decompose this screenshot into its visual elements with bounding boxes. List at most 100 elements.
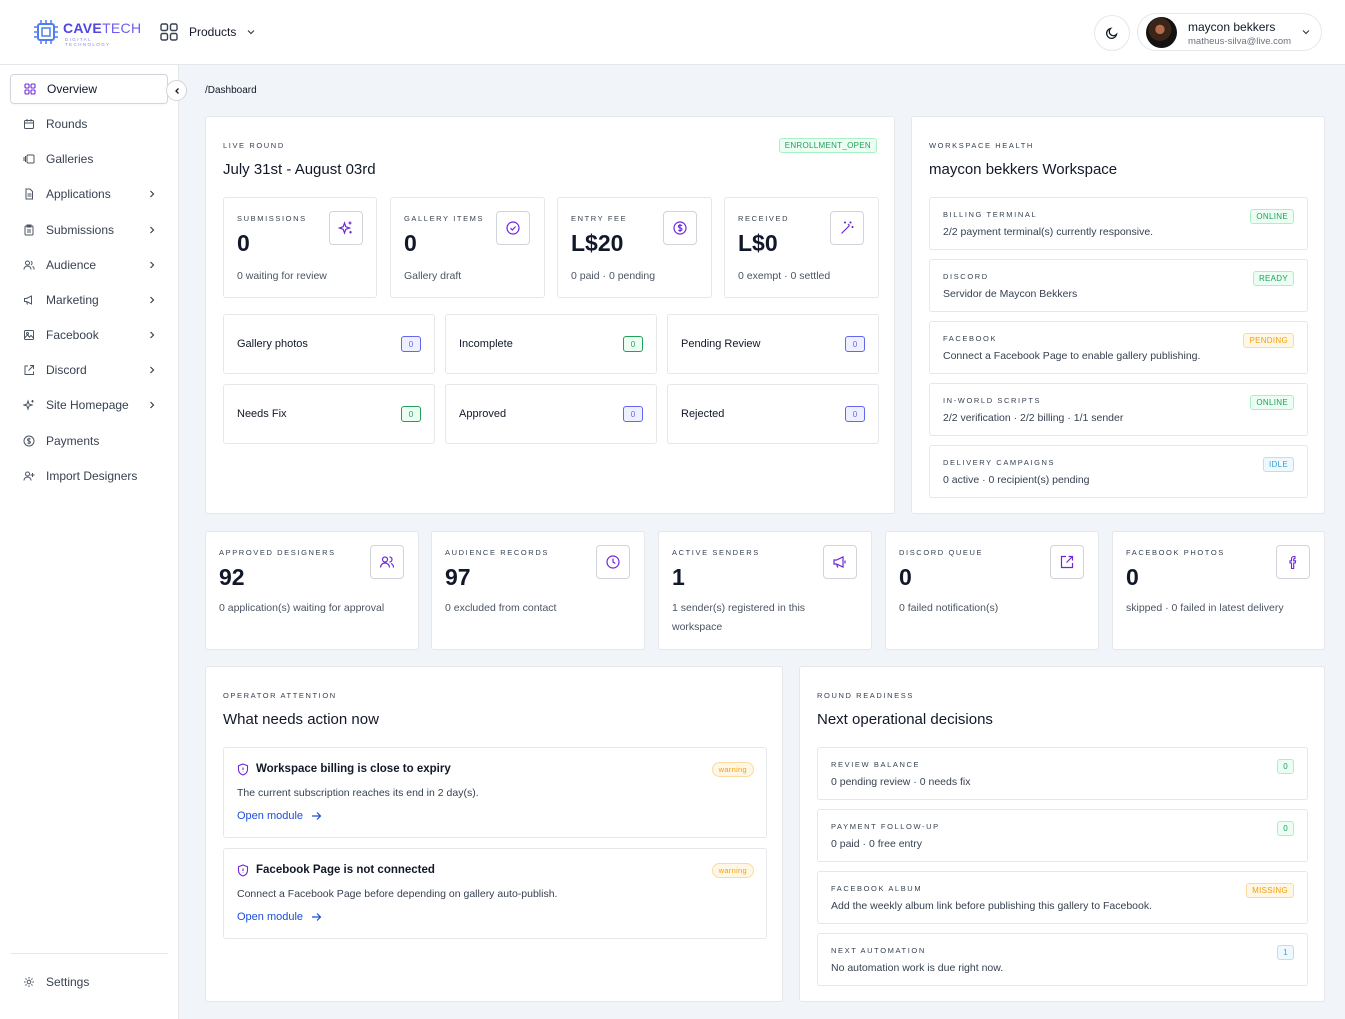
sidebar-item-overview[interactable]: Overview xyxy=(10,74,168,104)
sidebar-item-settings[interactable]: Settings xyxy=(10,967,168,997)
alert-desc: Connect a Facebook Page before depending… xyxy=(237,888,558,900)
pill-label: Approved xyxy=(459,408,507,420)
gallery-icon xyxy=(22,152,36,166)
logo-name: CAVE xyxy=(63,20,103,36)
approved-pill[interactable]: Approved 0 xyxy=(445,384,657,444)
sidebar-item-label: Submissions xyxy=(46,223,115,237)
pending-review-pill[interactable]: Pending Review 0 xyxy=(667,314,879,374)
metric-value: 0 xyxy=(1126,564,1139,590)
row-desc: 2/2 payment terminal(s) currently respon… xyxy=(943,226,1154,238)
stat-value: L$20 xyxy=(571,230,624,256)
row-label: FACEBOOK ALBUM xyxy=(831,884,923,893)
rejected-pill[interactable]: Rejected 0 xyxy=(667,384,879,444)
file-icon xyxy=(22,187,36,201)
metric-subtext: 0 application(s) waiting for approval xyxy=(219,602,385,614)
arrow-right-icon xyxy=(312,913,322,921)
row-label: DELIVERY CAMPAIGNS xyxy=(943,458,1056,467)
row-label: IN-WORLD SCRIPTS xyxy=(943,396,1042,405)
share-icon xyxy=(22,363,36,377)
collapse-sidebar-button[interactable] xyxy=(166,80,187,101)
user-plus-icon xyxy=(22,469,36,483)
sidebar-item-applications[interactable]: Applications xyxy=(10,179,168,209)
workspace-health-eyebrow: WORKSPACE HEALTH xyxy=(929,141,1034,150)
row-desc: No automation work is due right now. xyxy=(831,962,1004,974)
sidebar-item-audience[interactable]: Audience xyxy=(10,250,168,280)
count-badge: 0 xyxy=(1277,821,1294,836)
pill-label: Gallery photos xyxy=(237,338,308,350)
sidebar-item-marketing[interactable]: Marketing xyxy=(10,285,168,315)
check-circle-icon xyxy=(496,211,530,245)
metric-subtext: 0 failed notification(s) xyxy=(899,602,999,614)
open-module-link[interactable]: Open module xyxy=(237,911,322,923)
sidebar-item-label: Applications xyxy=(46,187,111,201)
theme-toggle-button[interactable] xyxy=(1094,15,1130,51)
metric-value: 0 xyxy=(899,564,912,590)
alert-title: Workspace billing is close to expiry xyxy=(256,763,451,775)
warning-badge: warning xyxy=(711,863,754,878)
arrow-right-icon xyxy=(312,812,322,820)
billing-expiry-alert: Workspace billing is close to expiry war… xyxy=(223,747,767,838)
needs-fix-pill[interactable]: Needs Fix 0 xyxy=(223,384,435,444)
apps-grid-icon xyxy=(160,23,178,41)
count-badge: 0 xyxy=(1277,759,1294,774)
logo-name-2: TECH xyxy=(102,20,142,36)
row-desc: Add the weekly album link before publish… xyxy=(831,900,1153,912)
chevron-left-icon xyxy=(174,87,179,94)
sidebar-item-discord[interactable]: Discord xyxy=(10,355,168,385)
stat-value: 0 xyxy=(404,230,417,256)
incomplete-pill[interactable]: Incomplete 0 xyxy=(445,314,657,374)
open-module-link[interactable]: Open module xyxy=(237,810,322,822)
sidebar-item-site-homepage[interactable]: Site Homepage xyxy=(10,390,168,420)
workspace-health-title: maycon bekkers Workspace xyxy=(929,161,1118,178)
dollar-icon xyxy=(22,434,36,448)
sidebar-item-submissions[interactable]: Submissions xyxy=(10,215,168,245)
logo-tagline: DIGITAL TECHNOLOGY xyxy=(65,37,111,47)
sidebar-item-rounds[interactable]: Rounds xyxy=(10,109,168,139)
operator-attention-card: OPERATOR ATTENTION What needs action now… xyxy=(205,666,783,1002)
pill-label: Pending Review xyxy=(681,338,761,350)
payment-follow-up-row: PAYMENT FOLLOW-UP 0 paid · 0 free entry … xyxy=(817,809,1308,862)
sparkles-icon xyxy=(329,211,363,245)
sidebar-item-import-designers[interactable]: Import Designers xyxy=(10,461,168,491)
discord-queue-card: DISCORD QUEUE 0 0 failed notification(s) xyxy=(885,531,1099,650)
metric-label: DISCORD QUEUE xyxy=(899,548,984,557)
share-icon xyxy=(1050,545,1084,579)
count-badge: 0 xyxy=(623,336,643,352)
sidebar-item-label: Rounds xyxy=(46,117,88,131)
users-icon xyxy=(370,545,404,579)
chevron-right-icon xyxy=(150,261,155,269)
calendar-icon xyxy=(22,117,36,131)
warning-badge: warning xyxy=(711,762,754,777)
pill-label: Rejected xyxy=(681,408,725,420)
sidebar-item-facebook[interactable]: Facebook xyxy=(10,320,168,350)
stat-subtext: Gallery draft xyxy=(404,270,462,282)
user-menu[interactable]: maycon bekkers matheus-silva@live.com xyxy=(1137,13,1322,51)
image-icon xyxy=(22,328,36,342)
received-stat: RECEIVED L$0 0 exempt · 0 settled xyxy=(724,197,879,298)
breadcrumb: /Dashboard xyxy=(205,85,257,96)
facebook-page-alert: Facebook Page is not connected warning C… xyxy=(223,848,767,939)
status-badge: IDLE xyxy=(1263,457,1294,472)
link-label: Open module xyxy=(237,911,304,923)
grid-icon xyxy=(23,82,37,96)
chevron-right-icon xyxy=(150,401,155,409)
products-menu[interactable]: Products xyxy=(160,22,256,42)
chevron-right-icon xyxy=(150,296,155,304)
clipboard-icon xyxy=(22,223,36,237)
gallery-photos-pill[interactable]: Gallery photos 0 xyxy=(223,314,435,374)
user-email: matheus-silva@live.com xyxy=(1188,36,1292,47)
facebook-row: FACEBOOK Connect a Facebook Page to enab… xyxy=(929,321,1308,374)
facebook-icon xyxy=(1276,545,1310,579)
link-label: Open module xyxy=(237,810,304,822)
operator-attention-eyebrow: OPERATOR ATTENTION xyxy=(223,691,337,700)
sidebar-item-label: Marketing xyxy=(46,293,99,307)
magic-wand-icon xyxy=(830,211,864,245)
count-badge: 1 xyxy=(1277,945,1294,960)
row-label: FACEBOOK xyxy=(943,334,998,343)
settings-label: Settings xyxy=(46,975,90,989)
operator-attention-title: What needs action now xyxy=(223,711,379,728)
stat-label: RECEIVED xyxy=(738,214,790,223)
cavetech-logo[interactable]: CAVETECH DIGITAL TECHNOLOGY xyxy=(32,16,141,48)
sidebar-item-galleries[interactable]: Galleries xyxy=(10,144,168,174)
sidebar-item-payments[interactable]: Payments xyxy=(10,426,168,456)
